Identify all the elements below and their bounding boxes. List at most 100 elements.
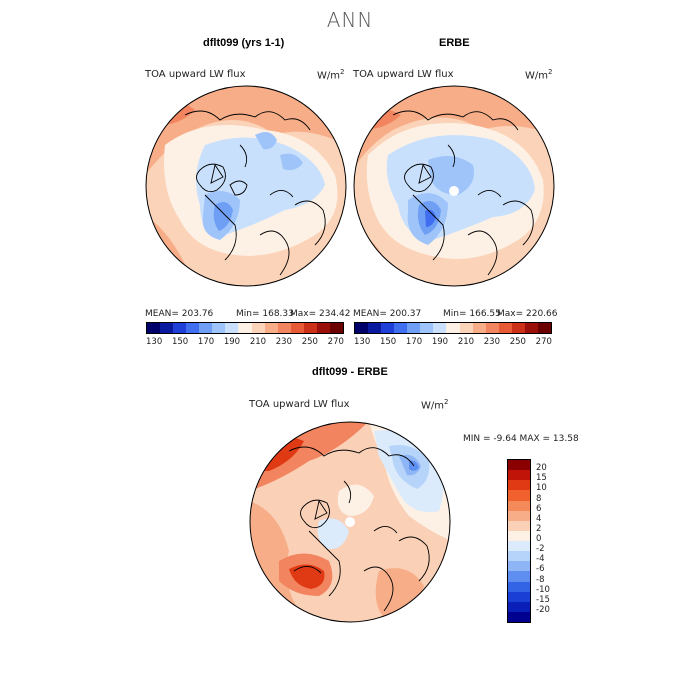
- panel-2-colorbar-swatch: [459, 323, 473, 333]
- panel-2-colorbar-tick-label: 170: [405, 337, 423, 347]
- panel-2-title: ERBE: [439, 37, 470, 49]
- panel-2-colorbar-tick-label: 230: [483, 337, 500, 347]
- panel-1-colorbar-tick-label: 190: [223, 337, 241, 347]
- panel-3-colorbar-swatch: [508, 571, 530, 582]
- panel-3-colorbar-swatch: [508, 561, 530, 572]
- panel-3-colorbar-swatch: [508, 611, 530, 622]
- panel-3-colorbar-swatch: [508, 500, 530, 511]
- panel-2-variable-label: TOA upward LW flux: [353, 69, 454, 80]
- panel-1-colorbar-swatch: [264, 323, 278, 333]
- panel-2-colorbar-swatch: [472, 323, 486, 333]
- panel-3-colorbar-swatch: [508, 541, 530, 552]
- panel-1-max: Max= 234.42: [290, 309, 351, 319]
- panel-2-colorbar-tick-label: 270: [535, 337, 552, 347]
- panel-3-colorbar-swatch: [508, 581, 530, 592]
- panel-1-colorbar-swatch: [238, 323, 252, 333]
- panel-3-colorbar-tick-label: 15: [536, 473, 547, 484]
- panel-1-colorbar-tick-label: 270: [327, 337, 344, 347]
- panel-1-variable-label: TOA upward LW flux: [145, 69, 246, 80]
- panel-2-polar-map: [353, 85, 555, 287]
- panel-3-colorbar-swatch: [508, 530, 530, 541]
- panel-2-colorbar-tick-label: 150: [379, 337, 397, 347]
- panel-1-mean: MEAN= 203.76: [145, 309, 214, 319]
- panel-2-colorbar-tick-label: 130: [354, 337, 371, 347]
- panel-1-colorbar-swatch: [173, 323, 187, 333]
- panel-1-colorbar-swatch: [212, 323, 226, 333]
- panel-3-colorbar-swatch: [508, 480, 530, 491]
- panel-2-colorbar-swatch: [433, 323, 447, 333]
- panel-2-colorbar-swatch: [485, 323, 499, 333]
- panel-3-colorbar: [507, 459, 531, 623]
- panel-2-colorbar-swatch: [524, 323, 538, 333]
- panel-2-colorbar-swatch: [355, 323, 369, 333]
- panel-2-colorbar-tick-label: 190: [431, 337, 449, 347]
- panel-1-colorbar-swatch: [290, 323, 304, 333]
- panel-3-colorbar-tick-label: 20: [536, 463, 547, 474]
- panel-3-colorbar-swatch: [508, 520, 530, 531]
- panel-3-colorbar-tick-label: 10: [536, 483, 547, 494]
- panel-1-colorbar-swatch: [225, 323, 239, 333]
- panel-2-colorbar-tick-label: 250: [509, 337, 526, 347]
- panel-3-title: dflt099 - ERBE: [312, 366, 388, 378]
- panel-3-colorbar-tick-label: -20: [536, 604, 550, 615]
- panel-3-colorbar-swatch: [508, 510, 530, 521]
- panel-3-colorbar-tick-label: 6: [536, 503, 542, 514]
- panel-3-colorbar-tick-label: -4: [536, 554, 545, 565]
- panel-2-colorbar-tick-label: 210: [457, 337, 475, 347]
- panel-1-colorbar: 130 150 170 190 210 230 250 270: [146, 322, 344, 347]
- panel-1-units: W/m2: [317, 68, 345, 82]
- page-title: ANN: [326, 8, 374, 32]
- panel-2-units: W/m2: [525, 68, 553, 82]
- panel-2-max: Max= 220.66: [497, 309, 558, 319]
- panel-3-colorbar-tick-label: 0: [536, 534, 542, 544]
- panel-1-colorbar-swatch: [303, 323, 317, 333]
- panel-1-colorbar-tick-label: 170: [197, 337, 215, 347]
- panel-3-variable-label: TOA upward LW flux: [249, 399, 350, 410]
- panel-1-colorbar-tick-label: 150: [171, 337, 189, 347]
- panel-2-colorbar-swatch: [537, 323, 551, 333]
- panel-3-units: W/m2: [421, 398, 449, 412]
- panel-3-colorbar-swatch: [508, 460, 530, 471]
- panel-3-colorbar-tick-label: -2: [536, 544, 545, 555]
- panel-2-colorbar-swatch: [381, 323, 395, 333]
- panel-3-colorbar-swatch: [508, 591, 530, 602]
- panel-2-colorbar-swatch: [407, 323, 421, 333]
- panel-1-colorbar-swatch: [277, 323, 291, 333]
- panel-3-polar-map: [249, 421, 451, 623]
- panel-1-colorbar-swatch: [251, 323, 265, 333]
- panel-1-colorbar-swatch: [199, 323, 213, 333]
- panel-3-colorbar-tick-label: -10: [536, 584, 550, 595]
- panel-1-colorbar-swatch: [316, 323, 330, 333]
- panel-3-min-max: MIN = -9.64 MAX = 13.58: [463, 434, 579, 444]
- panel-2-min: Min= 166.55: [443, 309, 501, 319]
- panel-1-colorbar-swatch: [329, 323, 343, 333]
- panel-3-colorbar-tick-label: 2: [536, 523, 542, 534]
- panel-3-colorbar-tick-label: -8: [536, 574, 545, 585]
- panel-2-colorbar-swatch: [446, 323, 460, 333]
- panel-2-colorbar-swatch: [498, 323, 512, 333]
- panel-2-colorbar: 130 150 170 190 210 230 250 270: [354, 322, 552, 347]
- panel-2-colorbar-swatch: [368, 323, 382, 333]
- panel-3-colorbar-tick-label: -15: [536, 594, 550, 605]
- panel-3-colorbar-swatch: [508, 551, 530, 562]
- panel-2-colorbar-swatch: [394, 323, 408, 333]
- panel-3-colorbar-tick-label: 4: [536, 513, 542, 524]
- panel-2-colorbar-swatch: [511, 323, 525, 333]
- panel-1-min: Min= 168.33: [236, 309, 294, 319]
- panel-2-colorbar-swatch: [420, 323, 434, 333]
- panel-1-colorbar-tick-label: 250: [301, 337, 318, 347]
- panel-1-polar-map: [145, 85, 347, 287]
- panel-3-colorbar-swatch: [508, 601, 530, 612]
- panel-1-colorbar-tick-label: 230: [275, 337, 292, 347]
- panel-3-colorbar-tick-label: 8: [536, 493, 542, 504]
- panel-1-colorbar-swatch: [147, 323, 161, 333]
- panel-1-colorbar-tick-label: 210: [249, 337, 267, 347]
- panel-1-colorbar-swatch: [186, 323, 200, 333]
- panel-1-title: dflt099 (yrs 1-1): [203, 37, 285, 49]
- panel-1-colorbar-swatch: [160, 323, 174, 333]
- panel-3-colorbar-tick-label: -6: [536, 564, 545, 575]
- panel-1-colorbar-tick-label: 130: [146, 337, 163, 347]
- panel-3-colorbar-swatch: [508, 470, 530, 481]
- panel-3-colorbar-swatch: [508, 490, 530, 501]
- panel-2-mean: MEAN= 200.37: [353, 309, 422, 319]
